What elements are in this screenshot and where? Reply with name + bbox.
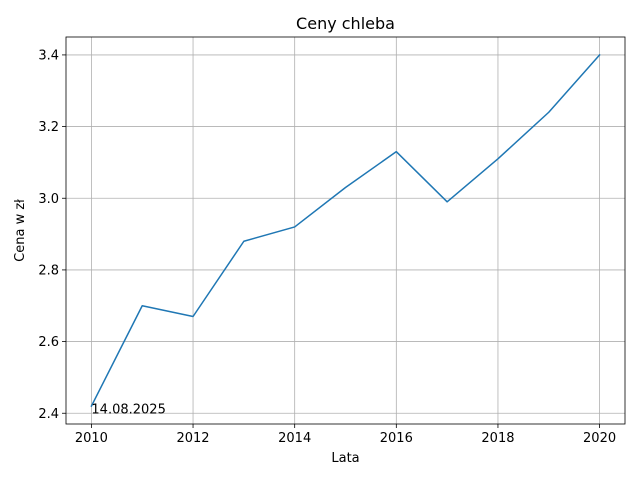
x-tick-label: 2018 <box>481 431 514 446</box>
y-tick-label: 2.6 <box>38 335 59 350</box>
y-tick-label: 2.8 <box>38 263 59 278</box>
series-line <box>90 53 601 408</box>
series-layer <box>90 53 601 408</box>
x-tick-label: 2012 <box>176 431 209 446</box>
y-tick-label: 3.2 <box>38 120 59 135</box>
chart-title: Ceny chleba <box>296 14 395 33</box>
y-tick-label: 2.4 <box>38 407 59 422</box>
y-tick-label: 3.4 <box>38 48 59 63</box>
y-tick-label: 3.0 <box>38 192 59 207</box>
x-tick-label: 2010 <box>75 431 108 446</box>
date-annotation: 14.08.2025 <box>91 402 165 417</box>
plot-area-frame <box>65 36 626 425</box>
x-tick-label: 2014 <box>278 431 311 446</box>
x-tick-label: 2020 <box>583 431 616 446</box>
axis-ticks: 2010 2012 2014 2016 2018 2020 2.4 2.6 2.8 3.0 3.2 3… <box>38 48 616 446</box>
x-axis-title: Lata <box>331 451 359 466</box>
y-axis-title: Cena w zł <box>13 199 28 262</box>
grid <box>66 37 625 424</box>
x-tick-label: 2016 <box>380 431 413 446</box>
